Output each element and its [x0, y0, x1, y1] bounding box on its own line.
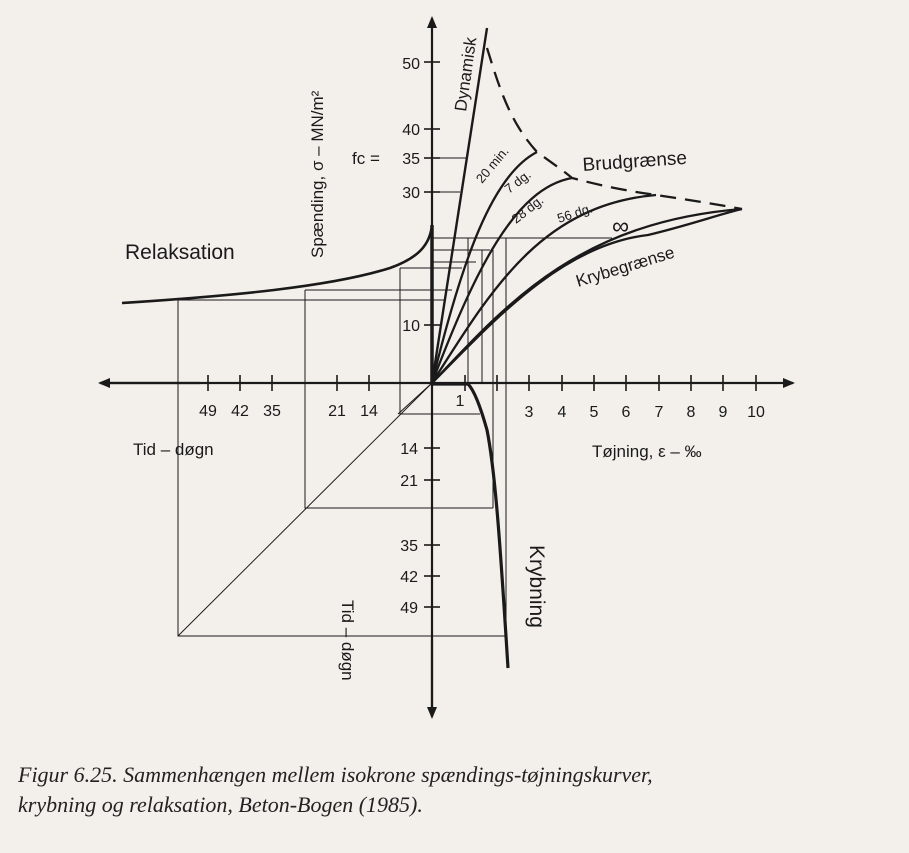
strain-tick-label: 1 [456, 393, 465, 410]
figure-caption: Figur 6.25. Sammenhængen mellem isokrone… [18, 760, 898, 820]
caption-line-1: Figur 6.25. Sammenhængen mellem isokrone… [18, 762, 653, 787]
curve-label-28-days: 28 dg. [509, 192, 547, 226]
strain-tick-label: 4 [558, 404, 567, 421]
caption-line-2: krybning og relaksation, Beton-Bogen (19… [18, 792, 423, 817]
stress-axis-label: Spænding, σ – MN/m² [308, 90, 327, 258]
time-tick-down-label: 42 [400, 569, 418, 586]
time-tick-down-label: 49 [400, 600, 418, 617]
isochronous-curves [430, 150, 743, 384]
strain-tick-label: 5 [590, 404, 599, 421]
strain-tick-label: 3 [525, 404, 534, 421]
time-tick-left-label: 42 [231, 403, 249, 420]
relaxation-label: Relaksation [125, 241, 235, 264]
failure-limit-label: Brudgrænse [582, 148, 688, 176]
strain-tick-label: 9 [719, 404, 728, 421]
time-axis-down-ticks [424, 447, 440, 608]
time-tick-down-label: 35 [400, 538, 418, 555]
strain-axis-ticks [464, 375, 757, 391]
time-tick-left-label: 21 [328, 403, 346, 420]
curve-label-56-days: 56 dg. [555, 200, 594, 225]
strain-tick-label: 6 [622, 404, 631, 421]
fc-label: fc = [352, 149, 380, 168]
stress-tick-label: 30 [402, 185, 420, 202]
time-axis-down-label: Tid – døgn [338, 600, 357, 681]
infinity-label: ∞ [612, 213, 629, 240]
creep-curve [432, 382, 510, 669]
relaxation-curve [121, 224, 434, 305]
curve-creep-limit [431, 207, 743, 384]
failure-limit-dashed [485, 47, 743, 211]
time-tick-left-label: 35 [263, 403, 281, 420]
strain-tick-label: 7 [655, 404, 664, 421]
creep-label: Krybning [525, 545, 548, 628]
stress-tick-label: 10 [402, 318, 420, 335]
curve-label-7-days: 7 dg. [502, 167, 534, 197]
stress-strain-diagram: 50 40 35 30 10 fc = 1 3 4 5 6 7 8 9 10 4… [98, 16, 795, 719]
curve-7-days [430, 176, 573, 384]
strain-axis-label: Tøjning, ε – ‰ [592, 442, 702, 461]
dynamic-line [430, 27, 489, 384]
stress-tick-label: 50 [402, 56, 420, 73]
stress-tick-label: 40 [402, 122, 420, 139]
time-axis-left-ticks [207, 375, 370, 391]
transfer-diagonal [177, 382, 433, 637]
curve-20-min [430, 150, 538, 384]
time-tick-left-label: 49 [199, 403, 217, 420]
construction-lines [177, 157, 612, 637]
strain-tick-label: 8 [687, 404, 696, 421]
stress-tick-label: 35 [402, 151, 420, 168]
time-tick-down-label: 14 [400, 441, 418, 458]
curve-56-days [431, 207, 743, 384]
strain-tick-label: 10 [747, 404, 765, 421]
curve-28-days [431, 193, 657, 384]
time-tick-down-label: 21 [400, 473, 418, 490]
time-tick-left-label: 14 [360, 403, 378, 420]
time-axis-left-label: Tid – døgn [133, 440, 214, 459]
